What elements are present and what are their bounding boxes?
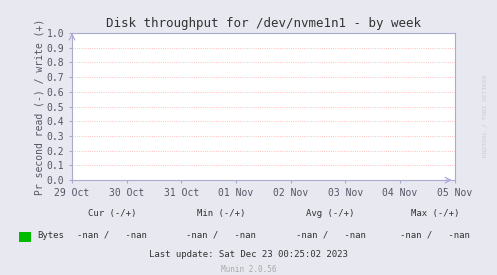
Text: Last update: Sat Dec 23 00:25:02 2023: Last update: Sat Dec 23 00:25:02 2023 [149,250,348,259]
Text: Munin 2.0.56: Munin 2.0.56 [221,265,276,274]
Text: -nan /   -nan: -nan / -nan [400,231,470,240]
Text: Min (-/+): Min (-/+) [197,209,246,218]
Text: -nan /   -nan: -nan / -nan [296,231,365,240]
Text: Cur (-/+): Cur (-/+) [87,209,136,218]
Text: RRDTOOL / TOBI OETIKER: RRDTOOL / TOBI OETIKER [482,74,487,157]
Text: Bytes: Bytes [37,231,64,240]
Title: Disk throughput for /dev/nvme1n1 - by week: Disk throughput for /dev/nvme1n1 - by we… [106,17,421,31]
Text: -nan /   -nan: -nan / -nan [77,231,147,240]
Text: Max (-/+): Max (-/+) [411,209,459,218]
Text: Avg (-/+): Avg (-/+) [306,209,355,218]
Y-axis label: Pr second read (-) / write (+): Pr second read (-) / write (+) [34,18,44,195]
Text: -nan /   -nan: -nan / -nan [186,231,256,240]
